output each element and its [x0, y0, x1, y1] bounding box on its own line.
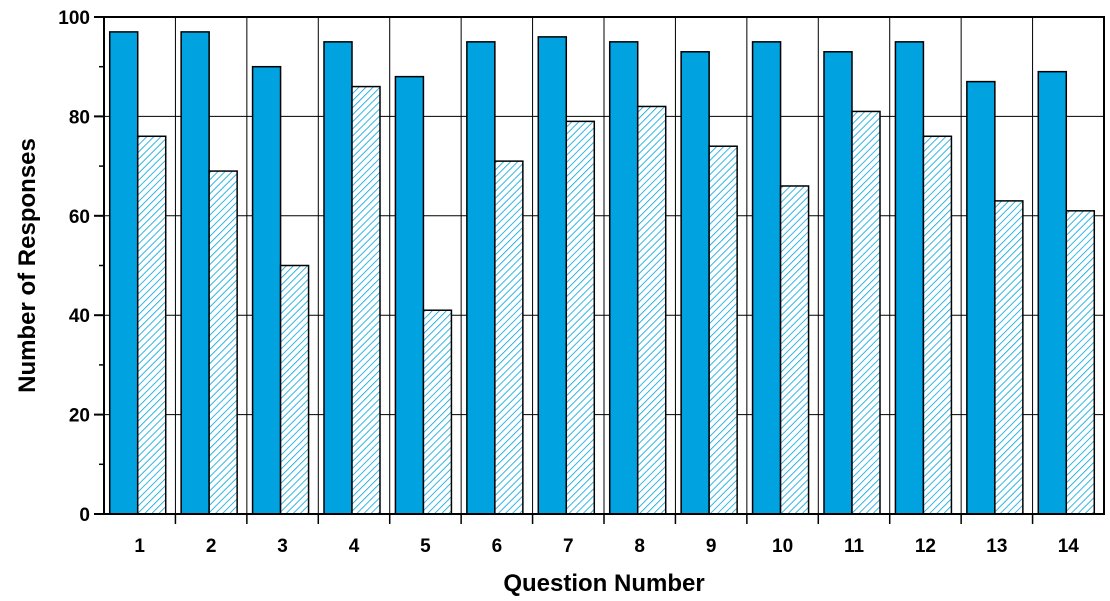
x-tick-label: 12 [915, 536, 936, 557]
solid-bar [608, 41, 639, 515]
hatched-bar [565, 120, 596, 515]
hatched-bar [494, 160, 524, 515]
x-tick-label: 9 [706, 536, 717, 557]
hatched-bar [279, 264, 310, 515]
x-tick-label: 2 [206, 536, 217, 557]
y-tick-label: 60 [69, 207, 90, 228]
hatched-bar [351, 85, 381, 515]
x-tick-label: 1 [134, 536, 145, 557]
solid-bar [537, 36, 568, 515]
x-tick-label: 7 [563, 536, 574, 557]
y-tick-label: 0 [79, 505, 90, 526]
solid-bar [323, 41, 353, 515]
solid-bar [966, 80, 996, 515]
hatched-bar [851, 110, 881, 515]
solid-bar [466, 41, 496, 515]
hatched-bar [708, 145, 738, 515]
x-axis-title: Question Number [503, 570, 704, 597]
hatched-bar [922, 135, 953, 515]
solid-bar [251, 65, 282, 515]
solid-bar [108, 31, 139, 515]
hatched-bar [208, 170, 238, 515]
x-tick-label: 10 [772, 536, 793, 557]
hatched-bar [136, 135, 167, 515]
x-tick-label: 14 [1058, 536, 1080, 557]
solid-bar [894, 41, 925, 515]
y-axis-title: Number of Responses [14, 138, 41, 393]
hatched-bar [994, 200, 1024, 515]
hatched-bar [779, 185, 810, 515]
x-tick-label: 4 [349, 536, 360, 557]
solid-bar [680, 51, 710, 515]
hatched-bar [636, 105, 667, 515]
solid-bar [751, 41, 782, 515]
x-tick-label: 8 [634, 536, 645, 557]
solid-bar [394, 75, 425, 515]
bars [108, 31, 1096, 515]
y-tick-label: 20 [69, 406, 90, 427]
y-tick-label: 80 [69, 107, 90, 128]
y-tick-label: 100 [58, 8, 90, 29]
x-tick-label: 6 [492, 536, 503, 557]
x-tick-label: 5 [420, 536, 431, 557]
y-tick-label: 40 [69, 306, 90, 327]
solid-bar [180, 31, 210, 515]
hatched-bar [422, 309, 453, 515]
x-tick-label: 13 [986, 536, 1007, 557]
hatched-bar [1065, 210, 1096, 515]
x-tick-label: 11 [844, 536, 865, 557]
solid-bar [1037, 70, 1068, 515]
solid-bar [823, 51, 853, 515]
x-tick-label: 3 [277, 536, 288, 557]
